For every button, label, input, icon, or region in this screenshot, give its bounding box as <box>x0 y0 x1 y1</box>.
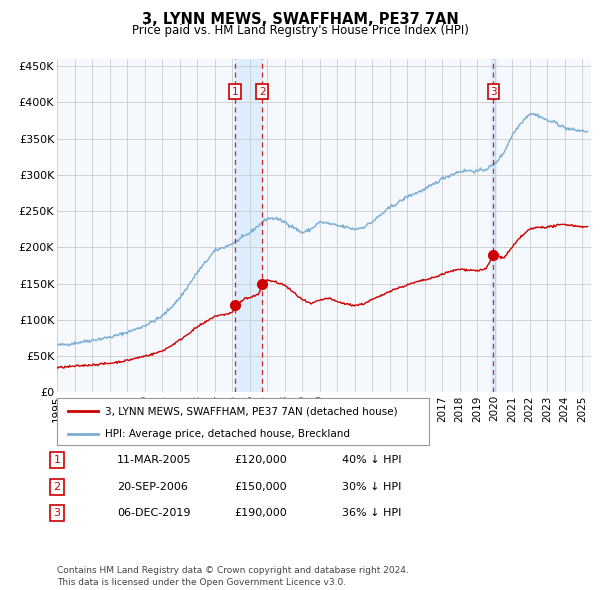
Bar <box>235 59 262 392</box>
Text: Price paid vs. HM Land Registry's House Price Index (HPI): Price paid vs. HM Land Registry's House … <box>131 24 469 37</box>
Text: 06-DEC-2019: 06-DEC-2019 <box>117 509 191 518</box>
Text: £150,000: £150,000 <box>234 482 287 491</box>
Text: 11-MAR-2005: 11-MAR-2005 <box>117 455 191 465</box>
Text: 2: 2 <box>53 482 61 491</box>
Text: Contains HM Land Registry data © Crown copyright and database right 2024.
This d: Contains HM Land Registry data © Crown c… <box>57 566 409 587</box>
Text: 1: 1 <box>53 455 61 465</box>
Text: 20-SEP-2006: 20-SEP-2006 <box>117 482 188 491</box>
Text: 40% ↓ HPI: 40% ↓ HPI <box>342 455 401 465</box>
Text: 36% ↓ HPI: 36% ↓ HPI <box>342 509 401 518</box>
Text: 3: 3 <box>53 509 61 518</box>
Text: HPI: Average price, detached house, Breckland: HPI: Average price, detached house, Brec… <box>106 429 350 438</box>
Bar <box>491 59 496 392</box>
Text: 1: 1 <box>232 87 239 97</box>
Text: 3, LYNN MEWS, SWAFFHAM, PE37 7AN (detached house): 3, LYNN MEWS, SWAFFHAM, PE37 7AN (detach… <box>106 407 398 417</box>
Text: 30% ↓ HPI: 30% ↓ HPI <box>342 482 401 491</box>
Text: £190,000: £190,000 <box>234 509 287 518</box>
Text: 3: 3 <box>490 87 497 97</box>
Text: 2: 2 <box>259 87 266 97</box>
Text: 3, LYNN MEWS, SWAFFHAM, PE37 7AN: 3, LYNN MEWS, SWAFFHAM, PE37 7AN <box>142 12 458 27</box>
Text: £120,000: £120,000 <box>234 455 287 465</box>
